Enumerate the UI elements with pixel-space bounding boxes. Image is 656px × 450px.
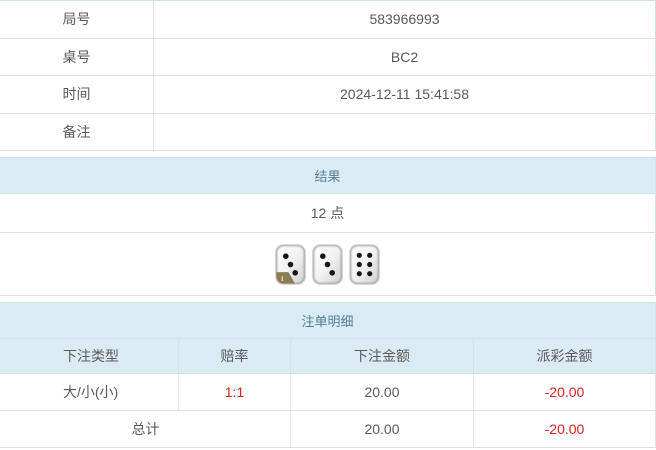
svg-text:i: i: [281, 274, 283, 283]
